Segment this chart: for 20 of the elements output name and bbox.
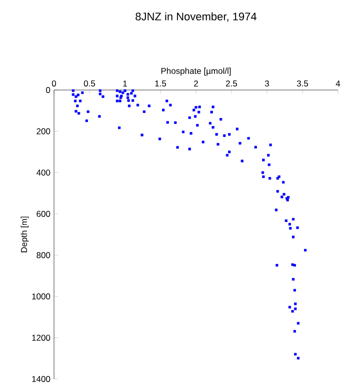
y-tick-label: 800: [36, 252, 50, 258]
x-axis-title: Phosphate [µmol/l]: [161, 68, 231, 76]
x-tick-label: 2: [194, 80, 198, 86]
y-tick-label: 200: [36, 128, 50, 134]
y-tick-label: 1000: [32, 293, 50, 300]
y-tick-label: 0: [46, 87, 50, 94]
x-tick-label: 1: [123, 80, 127, 86]
y-tick-label: 1200: [32, 334, 50, 341]
x-tick-label: 1.5: [155, 80, 166, 86]
x-tick-label: 0.5: [84, 80, 96, 86]
x-tick-label: 3: [264, 80, 269, 86]
y-tick-label: 600: [36, 210, 50, 217]
x-tick-label: 3.5: [296, 80, 308, 86]
y-axis-title: Depth [m]: [20, 216, 29, 252]
x-tick-label: 0: [52, 80, 56, 86]
y-tick-label: 400: [36, 170, 50, 176]
x-tick-label: 2.5: [226, 80, 238, 86]
x-tick-label: 4: [336, 80, 340, 86]
y-tick-label: 1400: [32, 376, 50, 382]
chart-title: 8JNZ in November, 1974: [136, 12, 256, 22]
